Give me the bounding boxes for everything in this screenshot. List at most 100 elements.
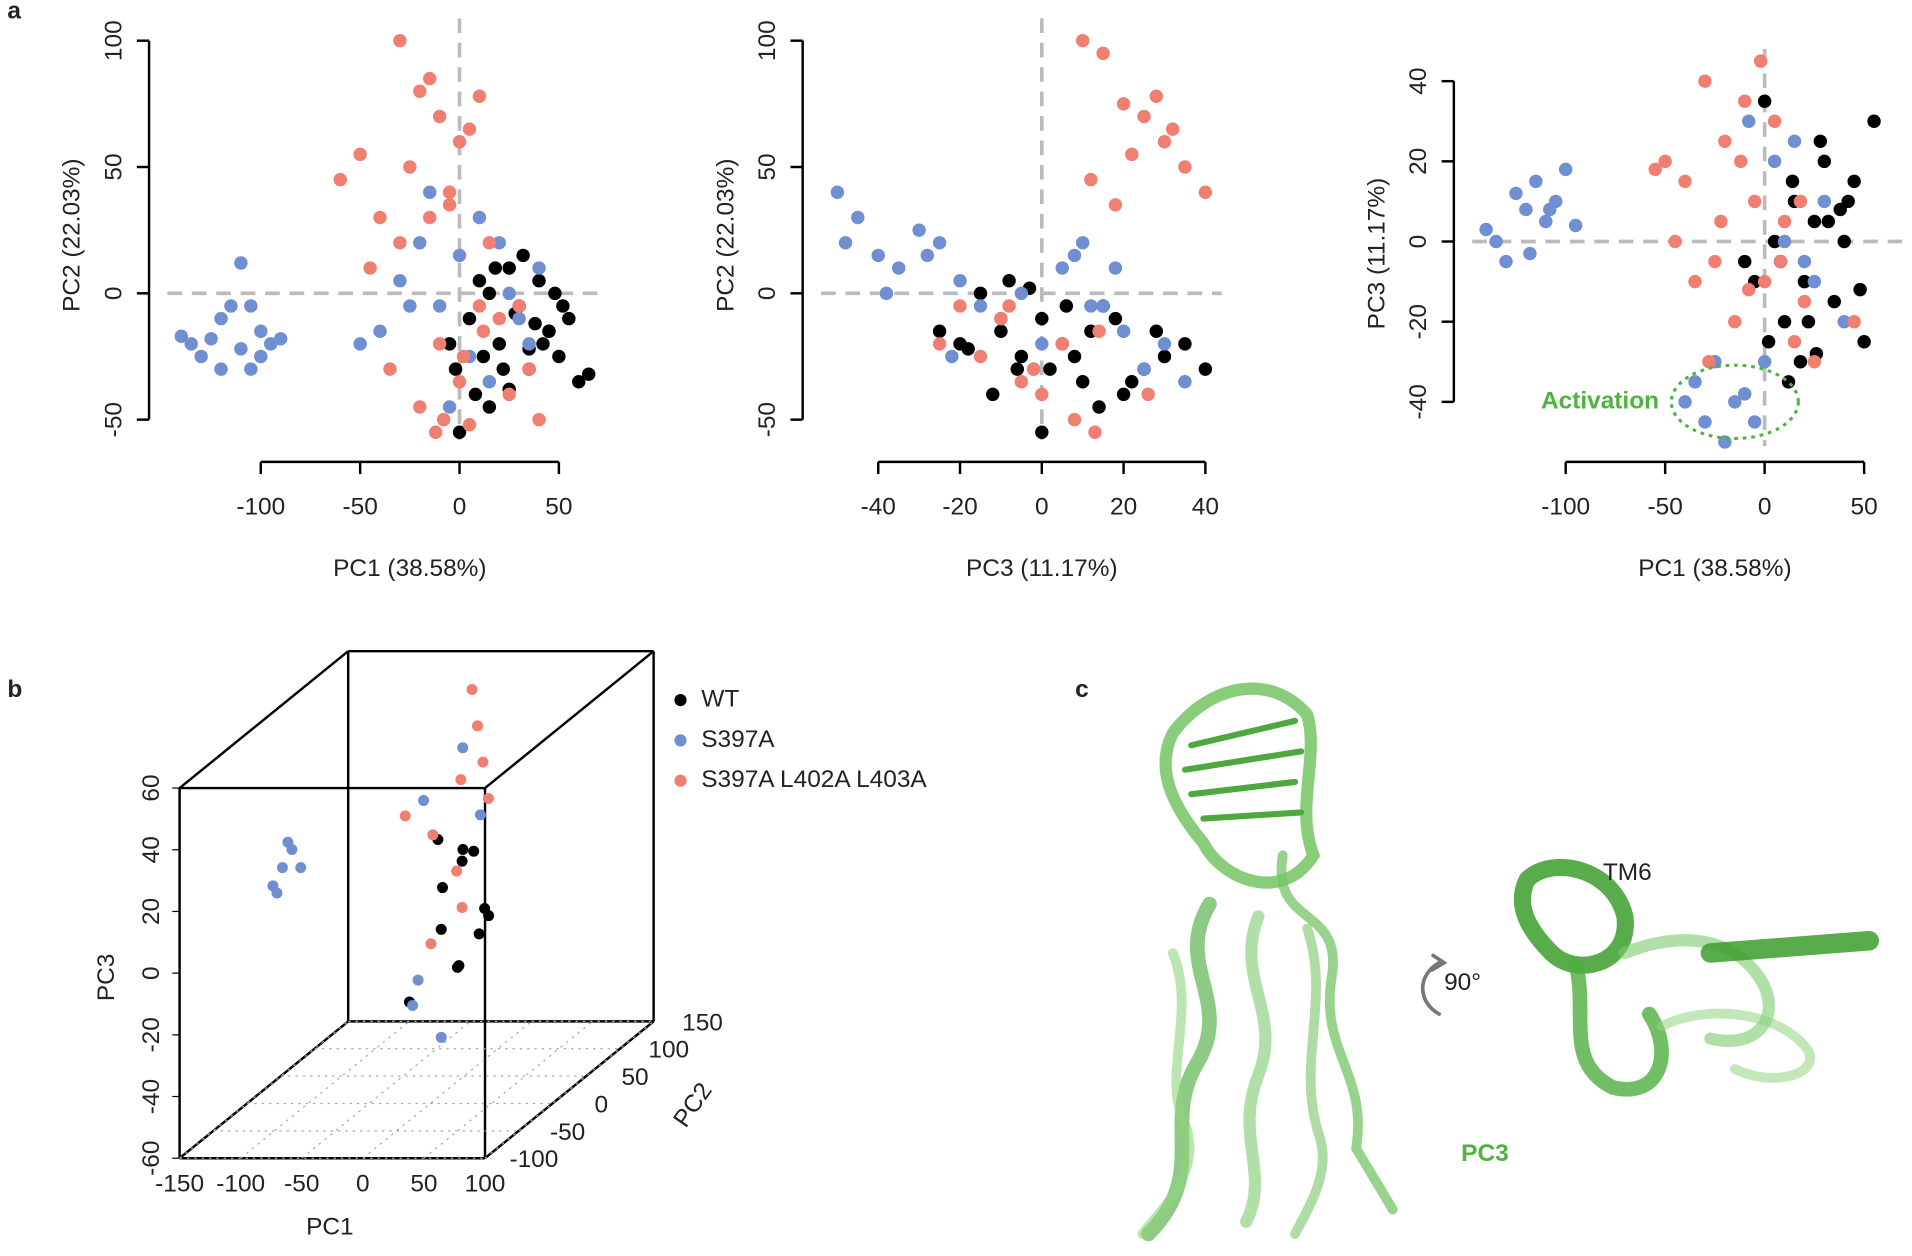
- point: [912, 223, 926, 237]
- point: [994, 324, 1008, 338]
- point: [1841, 194, 1855, 209]
- point: [1797, 274, 1812, 289]
- point: [1509, 186, 1523, 201]
- z-tick-label: 0: [138, 966, 165, 980]
- point: [432, 109, 447, 124]
- x-tick-label: 100: [465, 1171, 506, 1198]
- point: [1767, 234, 1782, 249]
- x-tick-label: 0: [1035, 494, 1049, 521]
- point: [932, 324, 947, 338]
- point: [1002, 273, 1016, 288]
- point: [1014, 375, 1029, 389]
- point: [492, 236, 506, 250]
- point: [1728, 314, 1742, 329]
- point: [437, 882, 449, 894]
- z-tick-label: 40: [138, 836, 165, 863]
- point: [1543, 202, 1557, 217]
- point: [1108, 198, 1123, 212]
- y-tick-label: 50: [100, 153, 127, 180]
- point: [871, 248, 885, 263]
- point: [879, 286, 894, 301]
- y-tick-label: -50: [550, 1119, 585, 1146]
- point: [1857, 335, 1871, 349]
- point: [1529, 174, 1543, 189]
- point: [1084, 299, 1098, 313]
- point: [442, 198, 457, 212]
- point: [830, 185, 845, 199]
- point: [1157, 337, 1172, 351]
- point: [1035, 425, 1049, 439]
- y-tick-label: 50: [621, 1064, 648, 1091]
- x-tick-label: 50: [410, 1171, 437, 1198]
- point: [1523, 246, 1537, 261]
- point: [393, 236, 407, 250]
- y-tick-label: 100: [100, 20, 127, 61]
- point: [407, 999, 419, 1011]
- point: [512, 311, 526, 326]
- legend-marker: [674, 734, 687, 747]
- point: [1678, 395, 1692, 409]
- point: [502, 387, 516, 402]
- point: [428, 425, 443, 439]
- point: [1807, 274, 1822, 289]
- point: [542, 324, 556, 338]
- point: [456, 855, 468, 867]
- point: [532, 273, 546, 288]
- point: [1075, 33, 1090, 48]
- point: [891, 261, 906, 275]
- legend-marker: [674, 774, 687, 787]
- point: [532, 261, 546, 275]
- point: [1157, 135, 1172, 149]
- x-tick-label: 50: [1851, 494, 1878, 521]
- point: [552, 349, 566, 364]
- point: [492, 311, 506, 326]
- point: [1198, 185, 1213, 199]
- point: [224, 299, 238, 313]
- point: [383, 362, 397, 376]
- y-tick-label: 0: [754, 287, 781, 301]
- box-edge: [178, 650, 349, 789]
- point: [418, 794, 430, 806]
- box-edge: [178, 1020, 349, 1160]
- point: [1014, 286, 1029, 301]
- point: [581, 367, 596, 381]
- x-tick-label: -100: [216, 1171, 265, 1198]
- z-tick-label: -60: [138, 1141, 165, 1176]
- point: [403, 299, 417, 313]
- point: [994, 311, 1008, 326]
- point: [254, 349, 268, 364]
- point: [1821, 214, 1836, 229]
- point: [1817, 194, 1832, 209]
- x-tick-label: -100: [236, 494, 285, 521]
- point: [476, 349, 491, 364]
- point: [953, 273, 967, 288]
- y-tick-label: -100: [509, 1146, 558, 1173]
- point: [932, 337, 947, 351]
- point: [472, 210, 487, 225]
- point: [1761, 335, 1776, 349]
- point: [295, 862, 307, 874]
- x-tick-label: 40: [1192, 494, 1219, 521]
- x-tick-label: 0: [356, 1171, 370, 1198]
- rotation-label: 90°: [1444, 969, 1481, 996]
- point: [1767, 114, 1782, 128]
- point: [482, 792, 494, 804]
- point: [468, 845, 480, 857]
- point: [1096, 299, 1110, 313]
- point: [413, 84, 427, 98]
- point: [435, 923, 447, 935]
- point: [1738, 254, 1752, 269]
- point: [496, 362, 510, 376]
- point: [1777, 234, 1792, 249]
- point: [1067, 248, 1082, 263]
- x-tick-label: -150: [155, 1171, 204, 1198]
- point: [472, 299, 487, 313]
- point: [1728, 395, 1742, 409]
- y-tick-label: 0: [595, 1091, 609, 1118]
- point: [432, 337, 447, 351]
- x-tick-label: -40: [861, 494, 896, 521]
- point: [502, 261, 516, 275]
- y-tick-label: 0: [100, 287, 127, 301]
- point: [462, 122, 477, 136]
